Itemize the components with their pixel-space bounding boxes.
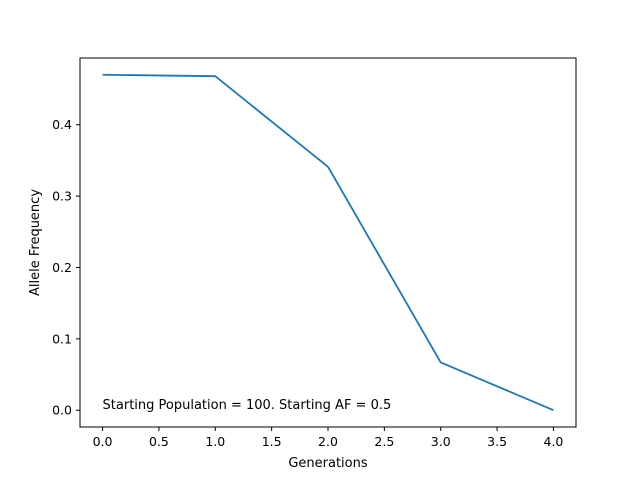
x-tick-label: 2.0 bbox=[318, 434, 338, 449]
y-tick-label: 0.3 bbox=[52, 189, 72, 204]
x-tick-label: 2.5 bbox=[374, 434, 394, 449]
plot-frame bbox=[79, 57, 577, 428]
x-tick-label: 1.0 bbox=[205, 434, 225, 449]
series-line bbox=[102, 73, 554, 412]
x-tick-label: 0.5 bbox=[149, 434, 169, 449]
annotation-text: Starting Population = 100. Starting AF =… bbox=[103, 398, 392, 413]
x-tick-label: 3.0 bbox=[431, 434, 451, 449]
x-tick-label: 3.5 bbox=[487, 434, 507, 449]
y-tick-label: 0.2 bbox=[52, 260, 72, 275]
y-tick-label: 0.1 bbox=[52, 331, 72, 346]
x-tick-label: 1.5 bbox=[262, 434, 282, 449]
series-lines bbox=[102, 73, 554, 412]
ticks: 0.0 0.5 1.0 1.5 2.0 2.5 3.0 3.5 4.0 0.0 0.1 0.2 0.3 0… bbox=[52, 117, 563, 449]
x-tick-label: 4.0 bbox=[544, 434, 564, 449]
x-tick-label: 0.0 bbox=[93, 434, 113, 449]
y-tick-label: 0.4 bbox=[52, 117, 72, 132]
y-tick-label: 0.0 bbox=[52, 403, 72, 418]
x-axis-label: Generations bbox=[288, 456, 368, 471]
y-axis-label: Allele Frequency bbox=[28, 189, 43, 296]
